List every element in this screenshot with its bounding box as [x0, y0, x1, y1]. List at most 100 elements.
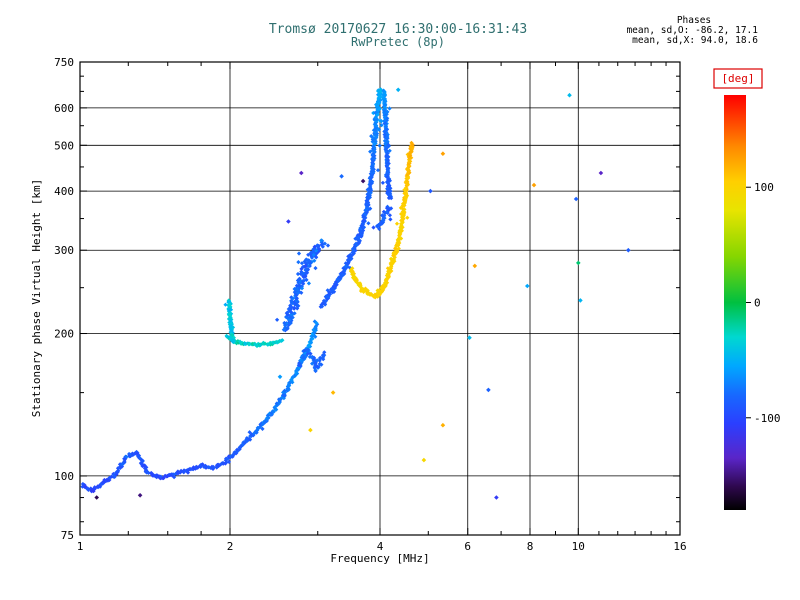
data-point [399, 236, 404, 241]
data-point [172, 475, 177, 480]
data-point [366, 200, 371, 205]
data-point [409, 155, 414, 160]
data-point [226, 454, 231, 459]
data-point [230, 325, 236, 330]
colorbar-label-box [713, 68, 763, 89]
data-point [409, 149, 414, 154]
data-point [383, 135, 388, 140]
data-point [386, 195, 392, 201]
data-point [287, 314, 292, 319]
data-point [287, 308, 292, 313]
data-point [270, 409, 275, 414]
data-point [384, 174, 389, 179]
data-point [375, 168, 381, 173]
data-point [347, 265, 352, 270]
data-point [377, 127, 382, 132]
data-point [295, 271, 301, 277]
data-point [116, 468, 121, 473]
data-point [428, 188, 433, 194]
data-point [265, 415, 271, 420]
data-point [296, 363, 301, 368]
colorbar-tick-label: 0 [754, 297, 761, 310]
data-point [356, 283, 361, 288]
data-point [389, 264, 394, 269]
data-point [289, 295, 294, 300]
chart-title: Tromsø 20170627 16:30:00-16:31:43 [269, 22, 527, 37]
data-point [86, 487, 91, 492]
data-point [369, 166, 374, 171]
data-point [230, 339, 235, 344]
data-point [204, 464, 209, 469]
data-point [292, 290, 297, 295]
data-point [297, 286, 302, 291]
data-point [92, 485, 97, 490]
colorbar: 100 0 -100 [724, 95, 781, 510]
y-tick-label: 500 [54, 139, 74, 152]
data-point [361, 218, 366, 223]
data-point [298, 280, 303, 285]
x-tick-label: 8 [527, 540, 534, 553]
data-point [286, 219, 291, 224]
data-point [409, 140, 414, 145]
data-point [286, 306, 291, 312]
data-point [375, 224, 380, 229]
data-point [380, 213, 385, 218]
data-point [325, 294, 330, 300]
data-point [353, 236, 358, 241]
data-point [298, 363, 303, 369]
data-point [398, 227, 403, 232]
data-point [124, 454, 129, 459]
data-point [373, 110, 378, 115]
data-point [525, 283, 530, 289]
data-point [388, 191, 393, 197]
data-point [573, 196, 579, 202]
data-point [626, 247, 631, 253]
data-point [383, 211, 388, 216]
x-tick-label: 6 [464, 540, 471, 553]
data-point [403, 185, 408, 190]
data-point [366, 221, 371, 226]
data-point [317, 361, 322, 367]
data-point [293, 301, 298, 306]
data-point [400, 225, 405, 230]
data-point [211, 464, 216, 470]
data-point [387, 148, 392, 153]
data-point [292, 305, 297, 310]
data-point [322, 241, 327, 246]
y-tick-label: 600 [54, 102, 74, 115]
data-point [355, 233, 360, 238]
data-point [305, 351, 310, 356]
data-point [227, 308, 232, 313]
y-tick-label: 200 [54, 328, 74, 341]
data-point [322, 353, 327, 358]
data-point [303, 264, 308, 269]
data-point [312, 356, 317, 362]
x-axis-label: Frequency [MHz] [330, 552, 429, 565]
data-point [338, 271, 343, 276]
data-point [373, 115, 378, 120]
data-point [385, 266, 390, 271]
data-point [325, 243, 331, 248]
data-point [224, 460, 229, 465]
data-point [301, 271, 306, 276]
data-point [297, 361, 302, 366]
data-point [288, 379, 293, 384]
data-point [405, 215, 410, 220]
data-point [371, 152, 376, 157]
data-point [332, 289, 337, 294]
data-point [386, 181, 391, 186]
y-tick-label: 100 [54, 470, 74, 483]
data-point [394, 221, 400, 226]
data-point [385, 175, 390, 180]
data-point [370, 179, 375, 184]
data-point [377, 94, 382, 99]
data-point [305, 268, 310, 273]
stats-line-x: mean, sd,X: 94.0, 18.6 [632, 35, 758, 46]
data-point [301, 281, 306, 286]
data-point [576, 260, 581, 266]
data-point [377, 226, 382, 231]
data-point [280, 395, 285, 400]
data-point [253, 342, 258, 347]
